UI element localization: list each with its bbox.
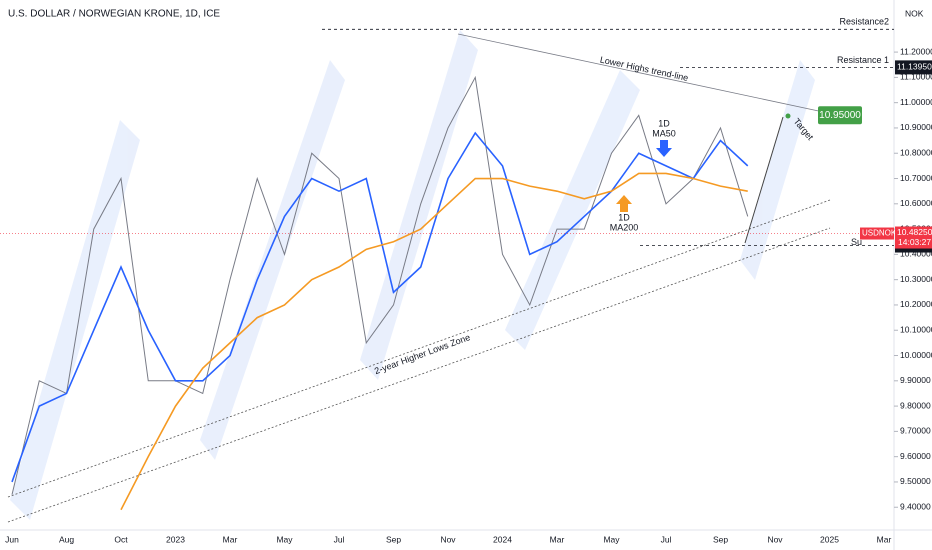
series-line — [11, 75, 749, 495]
ma-tf: 1D — [658, 118, 670, 128]
x-tick-label: 2023 — [166, 534, 185, 544]
level-name: Resistance2 — [839, 17, 889, 27]
trend-label: Lower Highs trend-line — [599, 54, 689, 83]
y-tick-label: 10.40000 — [900, 249, 932, 259]
channel — [505, 70, 640, 350]
higher-lows-line — [7, 227, 831, 523]
ma50-label: MA50 — [652, 128, 676, 138]
x-tick-label: Jul — [334, 534, 345, 544]
y-tick-label: 9.90000 — [900, 375, 931, 385]
x-tick-label: May — [276, 534, 293, 544]
target-arrow — [744, 116, 784, 244]
y-tick-label: 11.10000 — [900, 72, 932, 82]
last-price-name: USDNOK — [862, 229, 897, 238]
channel — [10, 120, 140, 520]
level-label: 11.13950 — [897, 62, 932, 72]
ma50-arrow — [656, 140, 672, 157]
x-tick-label: Sep — [386, 534, 401, 544]
ma-tf: 1D — [618, 212, 630, 222]
y-tick-label: 10.70000 — [900, 173, 932, 183]
target-dot — [785, 113, 791, 119]
series-line — [11, 131, 749, 483]
y-tick-label: 9.40000 — [900, 501, 931, 511]
y-tick-label: 10.00000 — [900, 350, 932, 360]
y-tick-label: 9.60000 — [900, 451, 931, 461]
chart-title: U.S. DOLLAR / NORWEGIAN KRONE, 1D, ICE — [8, 9, 220, 20]
y-tick-label: 10.80000 — [900, 147, 932, 157]
y-tick-label: 9.50000 — [900, 476, 931, 486]
x-tick-label: Sep — [713, 534, 728, 544]
y-tick-label: 11.20000 — [900, 46, 932, 56]
ma200-arrow — [616, 195, 632, 212]
currency: NOK — [905, 8, 924, 18]
channel — [740, 60, 815, 280]
x-tick-label: Mar — [877, 534, 892, 544]
x-tick-label: Mar — [223, 534, 238, 544]
y-tick-label: 10.10000 — [900, 324, 932, 334]
x-tick-label: May — [603, 534, 620, 544]
last-price-label: 10.48250 — [897, 227, 932, 237]
y-tick-label: 10.20000 — [900, 299, 932, 309]
bar-timer: 14:03:27 — [898, 237, 931, 247]
x-tick-label: Nov — [767, 534, 783, 544]
level-name: Resistance 1 — [837, 55, 889, 65]
lower-highs-line — [457, 33, 829, 114]
x-tick-label: Jun — [5, 534, 19, 544]
y-tick-label: 10.60000 — [900, 198, 932, 208]
last-price-box — [895, 226, 932, 249]
target-label: 10.95000 — [819, 110, 861, 121]
y-tick-label: 9.80000 — [900, 400, 931, 410]
ma200-label: MA200 — [610, 222, 639, 232]
level-name: Su — [851, 237, 862, 247]
x-tick-label: Oct — [114, 534, 128, 544]
higher-lows-line — [7, 199, 831, 498]
x-tick-label: Nov — [440, 534, 456, 544]
target-box — [818, 106, 862, 125]
x-tick-label: Mar — [550, 534, 565, 544]
y-tick-label: 9.70000 — [900, 426, 931, 436]
x-tick-label: Aug — [59, 534, 74, 544]
channel — [200, 60, 345, 460]
series-line — [120, 172, 748, 511]
channel — [360, 30, 478, 380]
x-tick-label: 2024 — [493, 534, 512, 544]
y-tick-label: 10.90000 — [900, 122, 932, 132]
last-price-tag — [860, 227, 894, 240]
y-tick-label: 10.30000 — [900, 274, 932, 284]
level-box — [895, 60, 932, 75]
x-tick-label: Jul — [661, 534, 672, 544]
x-tick-label: 2025 — [820, 534, 839, 544]
y-tick-label: 11.00000 — [900, 97, 932, 107]
